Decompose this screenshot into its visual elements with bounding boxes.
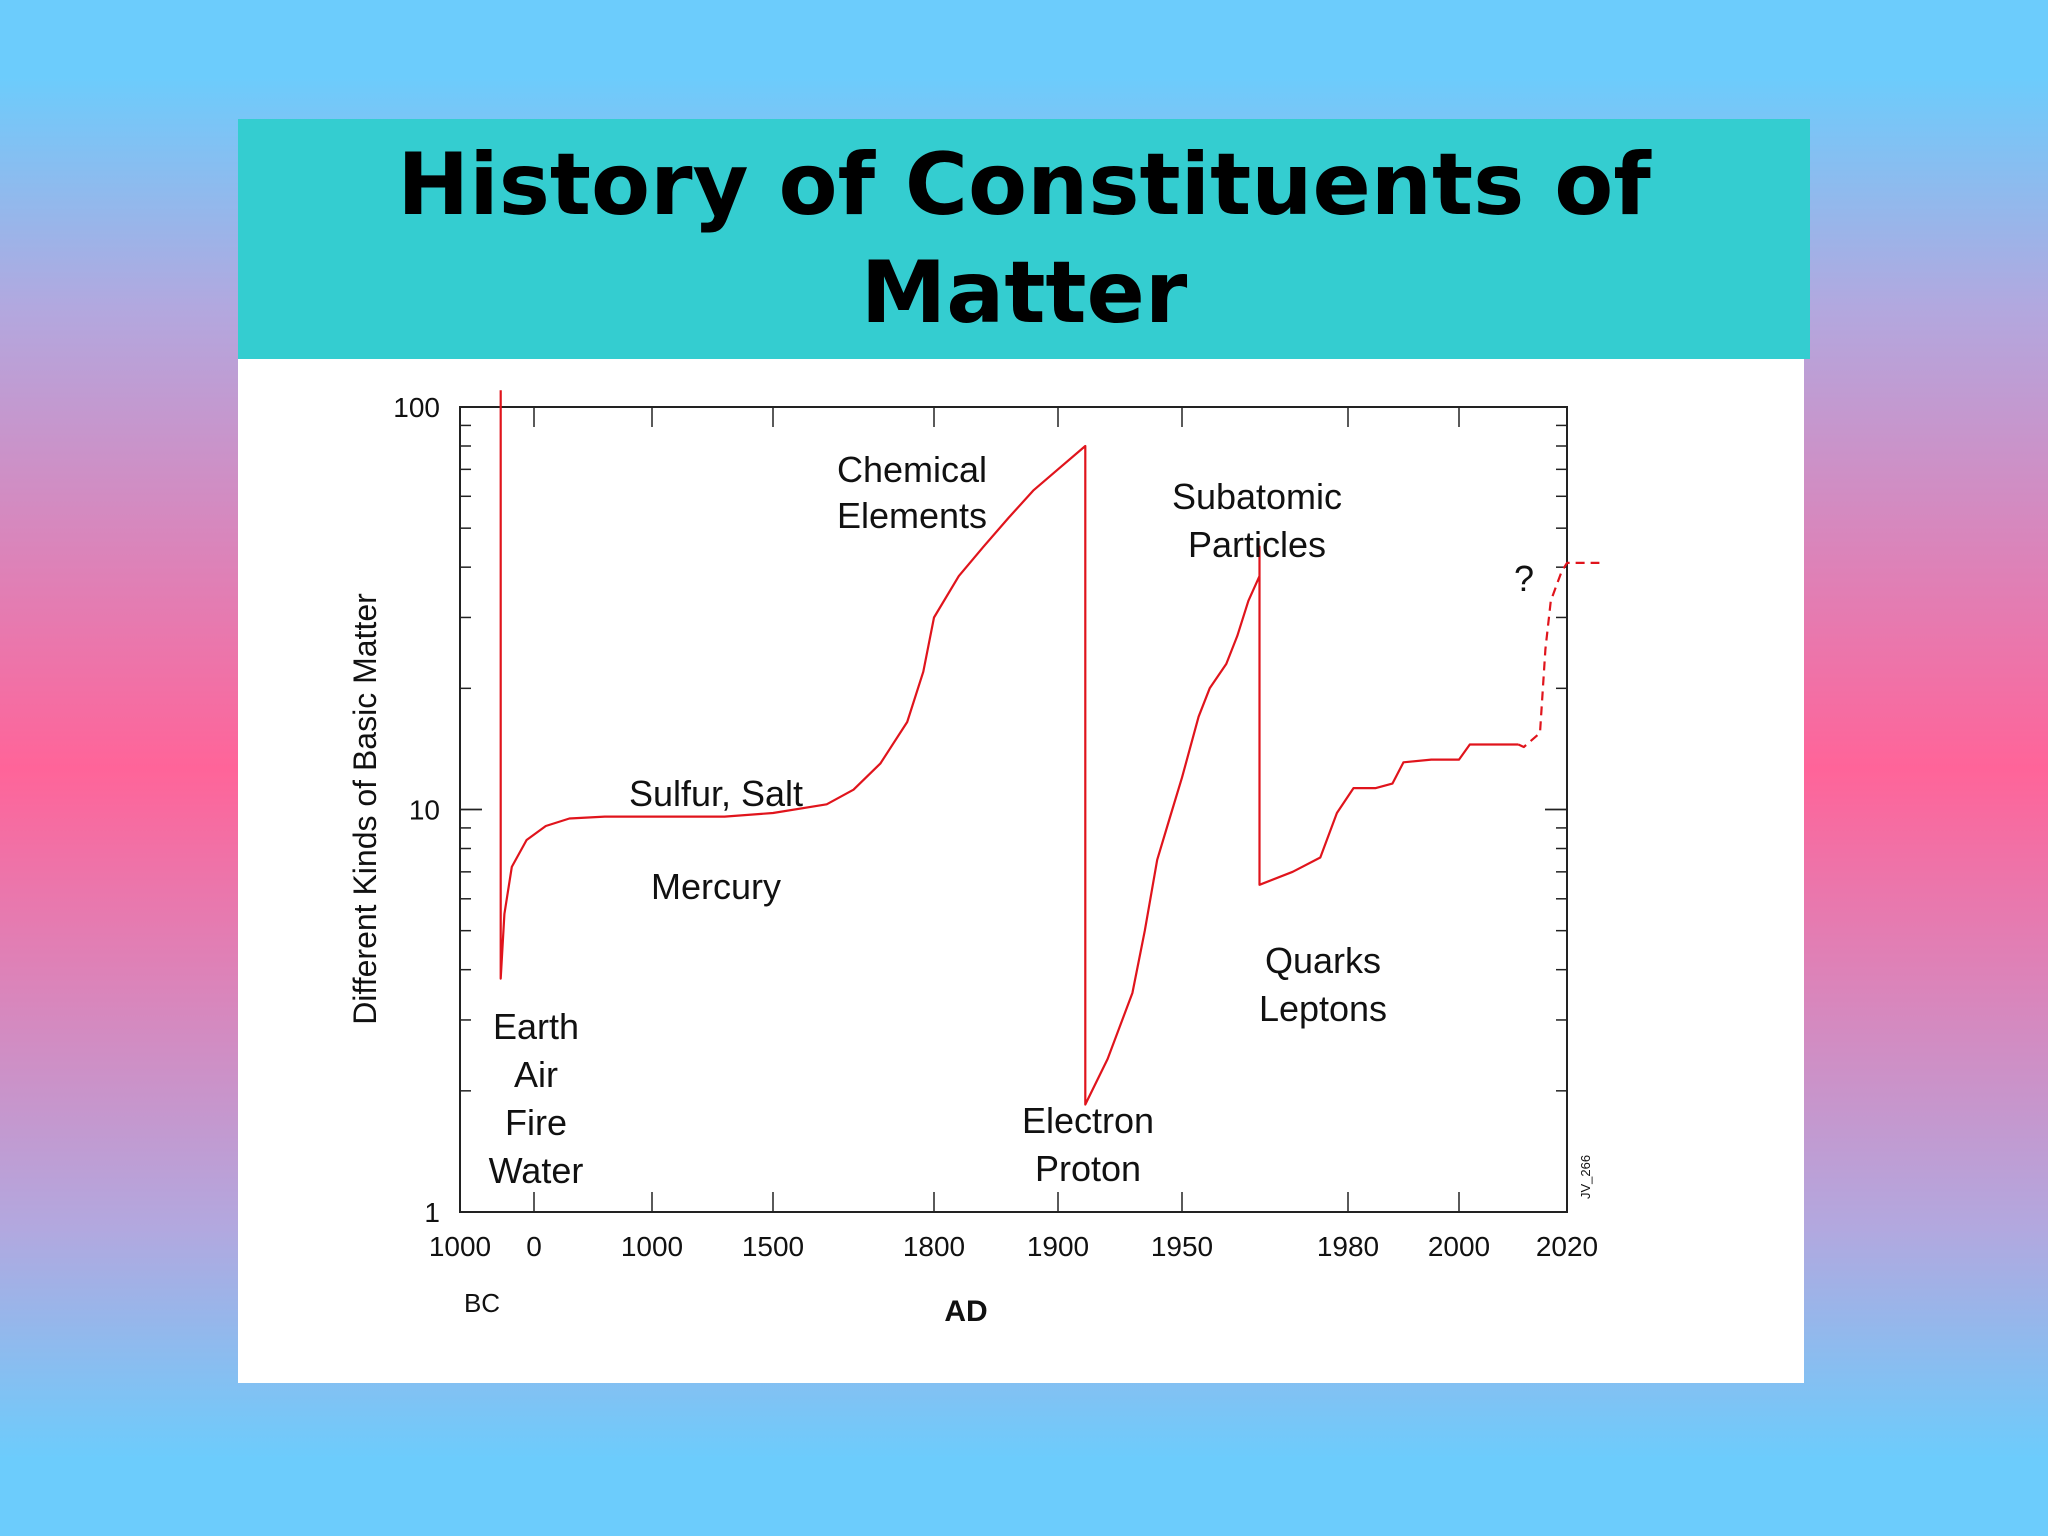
chart-panel: 1 10 100 1000 0 1000 1500 1800 1900 1950 1980 2000 2… (238, 359, 1804, 1383)
annotation-subatomic: Subatomic (1172, 476, 1342, 517)
annotation-quarks: Quarks (1265, 940, 1381, 981)
slide-title: History of Constituents of Matter (397, 135, 1651, 343)
annotation-classical: Air (514, 1054, 558, 1095)
annotation-sulfur: Sulfur, Salt (629, 773, 803, 814)
x-axis-label: AD (944, 1295, 987, 1328)
x-bc-label: BC (464, 1288, 500, 1318)
x-tick-label: 1500 (742, 1231, 804, 1262)
annotation-electron: Proton (1035, 1148, 1141, 1189)
x-tick-label: 1000 (621, 1231, 683, 1262)
y-tick-label: 10 (409, 795, 440, 826)
annotation-chemical: Elements (837, 495, 987, 536)
x-tick-label: 1000 (429, 1231, 491, 1262)
x-tick-label: 2000 (1428, 1231, 1490, 1262)
annotation-subatomic: Particles (1188, 524, 1326, 565)
annotation-quarks: Leptons (1259, 988, 1387, 1029)
annotation-classical: Water (489, 1150, 584, 1191)
x-tick-label: 1950 (1151, 1231, 1213, 1262)
annotation-classical: Earth (493, 1006, 579, 1047)
y-tick-label: 100 (393, 392, 440, 423)
x-tick-label: 1900 (1027, 1231, 1089, 1262)
history-curve (499, 390, 1519, 1106)
x-tick-label: 1800 (903, 1231, 965, 1262)
annotation-classical: Fire (505, 1102, 567, 1143)
annotation-mercury: Mercury (651, 866, 781, 907)
chart: 1 10 100 1000 0 1000 1500 1800 1900 1950 1980 2000 2… (347, 390, 1600, 1328)
title-banner: History of Constituents of Matter (238, 119, 1810, 359)
y-tick-marks (460, 406, 1567, 1213)
x-tick-label: 2020 (1536, 1231, 1598, 1262)
chart-credit: JV_266 (1578, 1155, 1593, 1199)
annotation-chemical: Chemical (837, 449, 987, 490)
x-tick-label: 1980 (1317, 1231, 1379, 1262)
x-tick-label: 0 (526, 1231, 542, 1262)
annotation-electron: Electron (1022, 1100, 1154, 1141)
annotation-question: ? (1514, 558, 1534, 599)
y-axis-label: Different Kinds of Basic Matter (347, 593, 383, 1025)
y-tick-label: 1 (424, 1197, 440, 1228)
plot-frame (459, 406, 1568, 1213)
future-curve (1517, 561, 1600, 749)
